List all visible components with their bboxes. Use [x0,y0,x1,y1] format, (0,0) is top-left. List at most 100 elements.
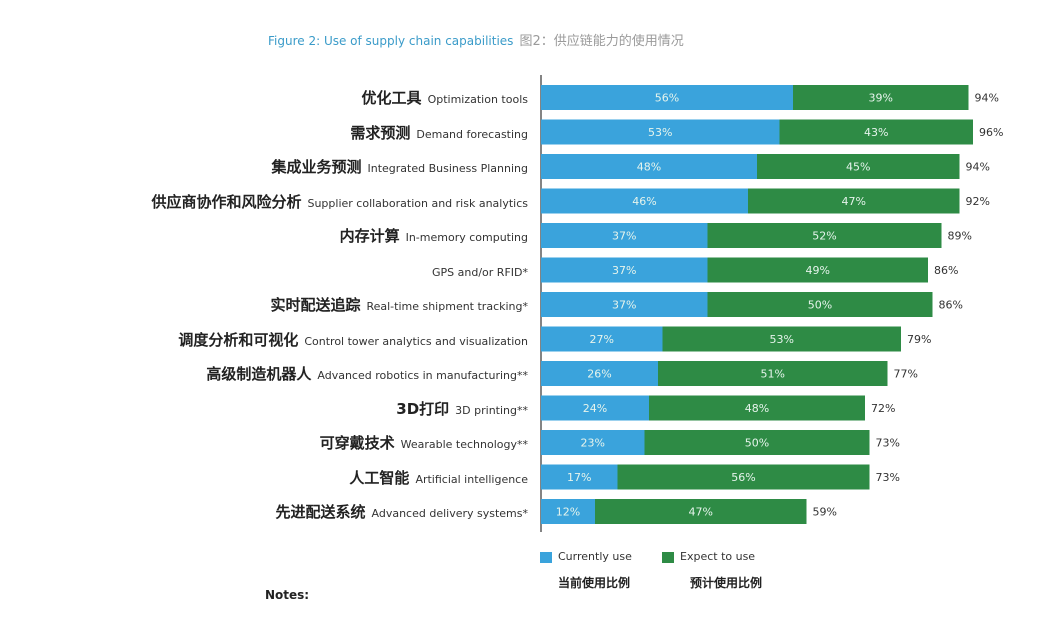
bar-expect-to-use [748,188,960,214]
bar-value-label: 48% [637,161,661,174]
category-label: 可穿戴技术 Wearable technology** [320,428,528,458]
bar-value-label: 45% [846,161,870,174]
total-value-label: 96% [979,126,1003,139]
bar-value-label: 49% [806,264,830,277]
category-label-en: GPS and/or RFID* [432,265,528,279]
total-value-label: 94% [975,92,999,105]
category-label-zh: 可穿戴技术 [319,434,395,452]
category-label-zh: 高级制造机器人 [206,365,312,383]
bar-value-label: 53% [770,333,794,346]
total-value-label: 59% [813,506,837,519]
category-label-en: Control tower analytics and visualizatio… [304,334,528,348]
bar-current-use [541,326,663,352]
bar-value-label: 37% [612,264,636,277]
notes-label: Notes: [265,588,310,602]
bar-expect-to-use [707,292,933,317]
bar-value-label: 52% [812,230,836,243]
category-label-zh: 需求预测 [350,123,411,142]
bar-current-use [541,464,618,490]
bar-value-label: 51% [761,368,785,381]
bar-value-label: 53% [648,126,672,139]
legend-item-expect: Expect to use [662,550,755,563]
total-value-label: 86% [934,264,958,277]
bar-value-label: 46% [632,195,656,208]
category-label: 集成业务预测 Integrated Business Planning [271,152,528,182]
bar-current-use [541,395,649,421]
bar-current-use [541,361,658,386]
category-label: 实时配送追踪 Real-time shipment tracking* [270,290,528,320]
bar-value-label: 50% [808,299,832,312]
bar-value-label: 24% [583,402,607,415]
category-label: 优化工具 Optimization tools [362,83,528,113]
bar-expect-to-use [595,499,807,524]
category-label: 3D打印 3D printing** [396,394,528,424]
bar-value-label: 47% [842,195,866,208]
category-label: 需求预测 Demand forecasting [350,118,528,148]
category-label-zh: 3D打印 [396,399,450,418]
category-label-en: In-memory computing [405,231,528,244]
chart-title-zh: 图2：供应链能力的使用情况 [519,34,684,49]
bar-current-use [541,223,708,248]
legend-item-current: Currently use [540,550,632,563]
legend-swatch-current [540,551,552,563]
legend-swatch-expect [662,551,674,563]
bar-expect-to-use [757,154,960,179]
category-label-en: Real-time shipment tracking* [366,300,528,313]
chart-title-en: Figure 2: Use of supply chain capabiliti… [268,34,514,48]
category-label-en: Artificial intelligence [415,472,528,486]
legend-label-current: Currently use [558,550,632,563]
bar-expect-to-use [644,430,870,455]
bar-expect-to-use [617,464,870,490]
bar-value-label: 39% [869,92,893,105]
bar-value-label: 50% [745,437,769,450]
bar-value-label: 17% [567,471,591,484]
category-label-en: Optimization tools [427,93,528,106]
category-label-en: Wearable technology** [400,438,528,451]
bar-current-use [541,85,793,110]
category-label-zh: 人工智能 [349,468,410,487]
total-value-label: 94% [966,161,990,174]
total-value-label: 77% [894,368,918,381]
bar-expect-to-use [662,326,901,352]
bar-value-label: 43% [864,126,888,139]
category-label-zh: 实时配送追踪 [270,296,361,314]
total-value-label: 89% [948,230,972,243]
legend-label-expect-zh: 预计使用比例 [690,576,763,590]
category-label-zh: 集成业务预测 [271,158,362,176]
category-label: 先进配送系统 Advanced delivery systems* [275,497,528,527]
bar-value-label: 26% [587,368,611,381]
bar-expect-to-use [649,395,865,421]
bar-value-label: 12% [556,506,580,519]
total-value-label: 72% [871,402,895,415]
category-label-en: Advanced robotics in manufacturing** [317,369,528,382]
bar-current-use [541,119,780,145]
bar-value-label: 23% [581,437,605,450]
bar-value-label: 27% [590,333,614,346]
category-label-en: Advanced delivery systems* [371,507,529,520]
bar-value-label: 48% [745,402,769,415]
total-value-label: 79% [907,333,931,346]
bar-current-use [541,430,645,455]
bar-expect-to-use [707,257,928,283]
bar-current-use [541,154,757,179]
bar-value-label: 37% [612,230,636,243]
category-label-en: Integrated Business Planning [367,162,529,175]
category-label: 供应商协作和风险分析 Supplier collaboration and ris… [151,187,528,217]
category-label: 人工智能 Artificial intelligence [349,463,528,493]
legend-label-current-zh: 当前使用比例 [558,576,631,590]
category-label: GPS and/or RFID* [432,256,528,286]
bar-value-label: 37% [612,299,636,312]
total-value-label: 73% [876,437,900,450]
bar-current-use [541,257,708,283]
category-label: 高级制造机器人 Advanced robotics in manufacturin… [206,359,528,389]
bar-expect-to-use [793,85,969,110]
category-label-zh: 优化工具 [361,89,422,107]
bar-expect-to-use [707,223,942,248]
category-label-en: Supplier collaboration and risk analytic… [307,196,528,210]
total-value-label: 92% [966,195,990,208]
category-label-zh: 内存计算 [339,227,400,245]
category-label-zh: 先进配送系统 [275,503,366,521]
category-label-zh: 调度分析和可视化 [178,330,299,349]
